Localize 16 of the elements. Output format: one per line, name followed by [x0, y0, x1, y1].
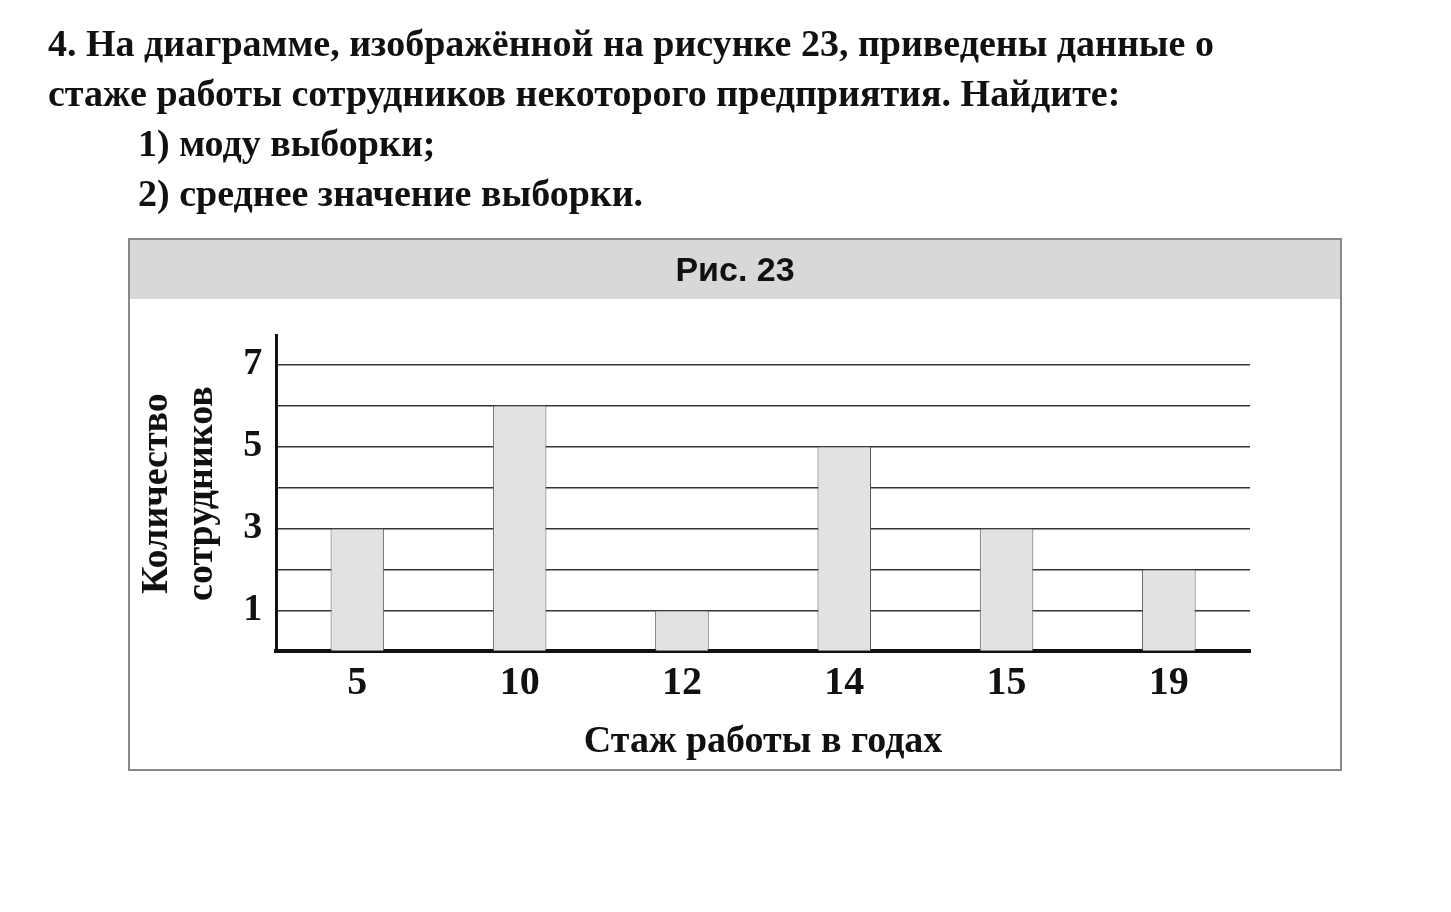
y-axis-title: Количество сотрудников [132, 386, 221, 601]
x-tick-label: 15 [986, 657, 1027, 703]
x-tick-label: 5 [347, 657, 368, 703]
y-tick-label: 5 [243, 422, 263, 465]
x-tick-label: 14 [824, 657, 865, 703]
y-tick-label: 1 [243, 586, 263, 629]
y-tick-label: 3 [243, 504, 263, 547]
x-axis-title: Стаж работы в годах [583, 718, 943, 761]
x-tick-label: 12 [661, 657, 702, 703]
x-tick-label: 19 [1148, 657, 1189, 703]
x-tick-label: 10 [499, 657, 540, 703]
text: 4. На диаграмме, изображённой на рисунке 23, приведены данные о стаже работы сотрудников некоторого предприятия. Найдите: [48, 21, 1215, 116]
chart-title: Рис. 23 [130, 240, 1340, 299]
text: 2) среднее значение выборки. [137, 171, 645, 216]
y-tick-label: 7 [243, 340, 263, 383]
text: 1) моду выборки; [137, 121, 437, 166]
